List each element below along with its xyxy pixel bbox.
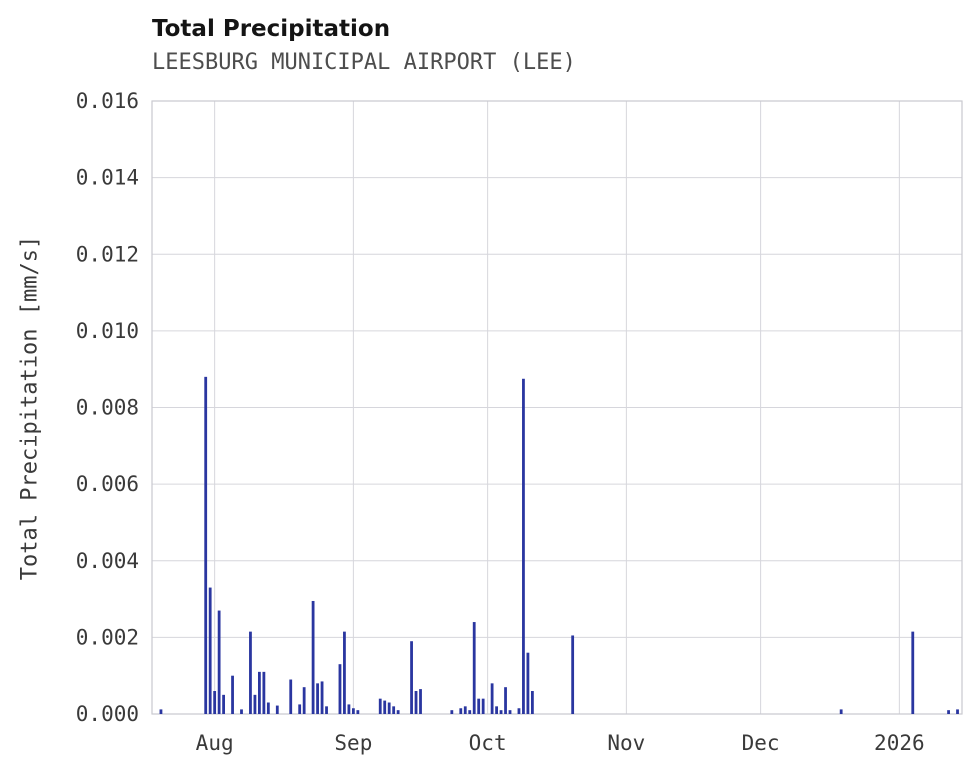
x-tick-label: Nov [607,731,645,755]
precip-bar [839,709,843,714]
precip-bar [450,710,454,714]
precip-bar [302,687,306,714]
precip-bar [347,704,351,714]
x-tick-label: 2026 [874,731,925,755]
precip-bar [410,641,413,714]
precip-bar [240,709,243,714]
precip-bar [387,702,391,714]
precip-bar [343,631,346,714]
precip-bar [159,709,163,714]
x-tick-label: Dec [742,731,780,755]
precip-bar [275,705,279,714]
precip-bar [316,683,319,714]
precip-bar [383,700,387,714]
precip-bar [311,600,315,714]
chart-subtitle: LEESBURG MUNICIPAL AIRPORT (LEE) [152,50,576,75]
precip-bar [517,708,521,714]
x-tick-label: Oct [469,731,507,755]
precip-bar [266,702,270,714]
precip-bar [204,376,208,714]
precip-bar [338,664,342,714]
precip-bar [956,709,959,714]
x-tick-label: Sep [334,731,372,755]
precip-bar [911,631,915,714]
y-tick-label: 0.006 [76,472,139,496]
precip-bar [459,708,463,714]
precip-bar [320,681,324,714]
y-tick-label: 0.016 [76,89,139,113]
precip-bar [262,671,266,714]
precip-bar [231,675,234,714]
y-tick-label: 0.014 [76,166,139,190]
precip-bar [419,689,422,714]
y-tick-label: 0.012 [76,242,139,266]
precip-bar [378,698,382,714]
precip-bar [249,631,252,714]
plot-frame [151,100,963,715]
y-tick-label: 0.004 [76,549,139,573]
precip-bar [356,710,360,714]
precip-bar [217,610,221,714]
precip-bar [351,708,355,714]
precip-bar [495,706,498,714]
precip-bar [213,691,217,714]
y-tick-label: 0.008 [76,396,139,420]
precip-bar [499,710,503,714]
precip-bar [508,710,512,714]
precip-bar [208,587,212,714]
precip-bar [526,652,530,714]
precip-bar [468,710,472,714]
precip-bar [472,622,476,714]
precip-bar [396,710,400,714]
y-tick-label: 0.002 [76,625,139,649]
precip-bar [325,706,328,714]
precip-bar [490,683,494,714]
precip-bar [522,378,525,714]
precip-bar [504,687,507,714]
precip-bar [258,671,261,714]
precip-bar [392,706,396,714]
precip-bar [298,704,302,714]
precip-bar [481,698,485,714]
y-tick-label: 0.000 [76,702,139,726]
precip-bar [571,635,575,714]
precip-bar [222,694,225,714]
precip-bar [463,706,467,714]
precip-bar [530,691,534,714]
chart-title: Total Precipitation [152,16,391,42]
y-tick-label: 0.010 [76,319,139,343]
precip-bar [289,679,293,714]
precip-bar [477,698,481,714]
precip-bar [947,710,950,714]
precip-bar [414,691,418,714]
precip-bar [253,694,257,714]
x-tick-label: Aug [196,731,234,755]
